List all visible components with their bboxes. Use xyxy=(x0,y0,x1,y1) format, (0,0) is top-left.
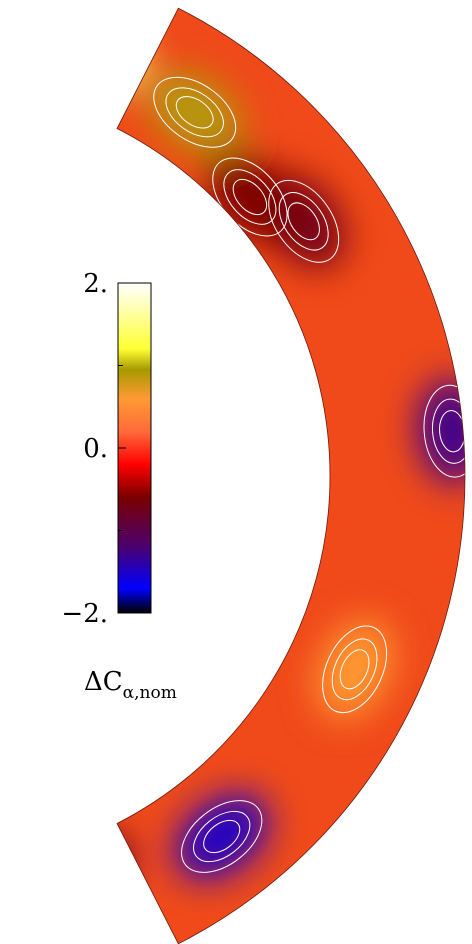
contour-line xyxy=(181,800,263,873)
contour-line xyxy=(203,819,241,854)
contour-line xyxy=(278,192,329,251)
contour-line xyxy=(59,849,107,887)
shell-feature xyxy=(418,379,465,484)
shell-outline xyxy=(116,7,466,944)
contour-line xyxy=(431,398,465,464)
colorbar-title-main: ΔC xyxy=(84,667,123,697)
colorbar: 2. 0. −2. ΔCα,nom xyxy=(61,269,176,703)
colorbar-title-sub: α,nom xyxy=(123,683,177,703)
shell-base-fill xyxy=(117,8,465,944)
colorbar-ticks: 2. 0. −2. xyxy=(61,269,126,629)
colorbar-tick-label: −2. xyxy=(61,599,108,629)
shell-feature xyxy=(0,33,105,126)
shell-feature xyxy=(117,15,145,89)
contour-line xyxy=(10,52,82,107)
contour-line xyxy=(70,33,118,71)
contour-line xyxy=(0,41,98,119)
contour-line xyxy=(153,76,237,148)
colorbar-tick-label: 0. xyxy=(83,434,108,464)
shell-slice xyxy=(0,7,466,944)
contour-line xyxy=(232,178,268,216)
contour-line xyxy=(339,649,370,690)
contour-line xyxy=(287,202,320,241)
contour-line xyxy=(23,62,70,97)
contour-line xyxy=(46,838,120,897)
colorbar-bar xyxy=(117,282,152,614)
contour-line xyxy=(322,625,388,714)
contour-line xyxy=(117,30,126,75)
shell-feature xyxy=(175,794,268,879)
shell-feature xyxy=(147,71,242,154)
contour-line xyxy=(117,21,139,84)
contour-line xyxy=(193,810,251,863)
contour-line xyxy=(117,836,128,900)
contour-line xyxy=(175,96,214,129)
contour-line xyxy=(331,638,378,701)
contour-line xyxy=(223,169,277,225)
colorbar-title: ΔCα,nom xyxy=(84,667,177,703)
colorbar-tick-label: 2. xyxy=(83,269,108,299)
contour-line xyxy=(268,179,340,263)
contour-line xyxy=(423,384,465,478)
contour-line xyxy=(165,87,224,138)
